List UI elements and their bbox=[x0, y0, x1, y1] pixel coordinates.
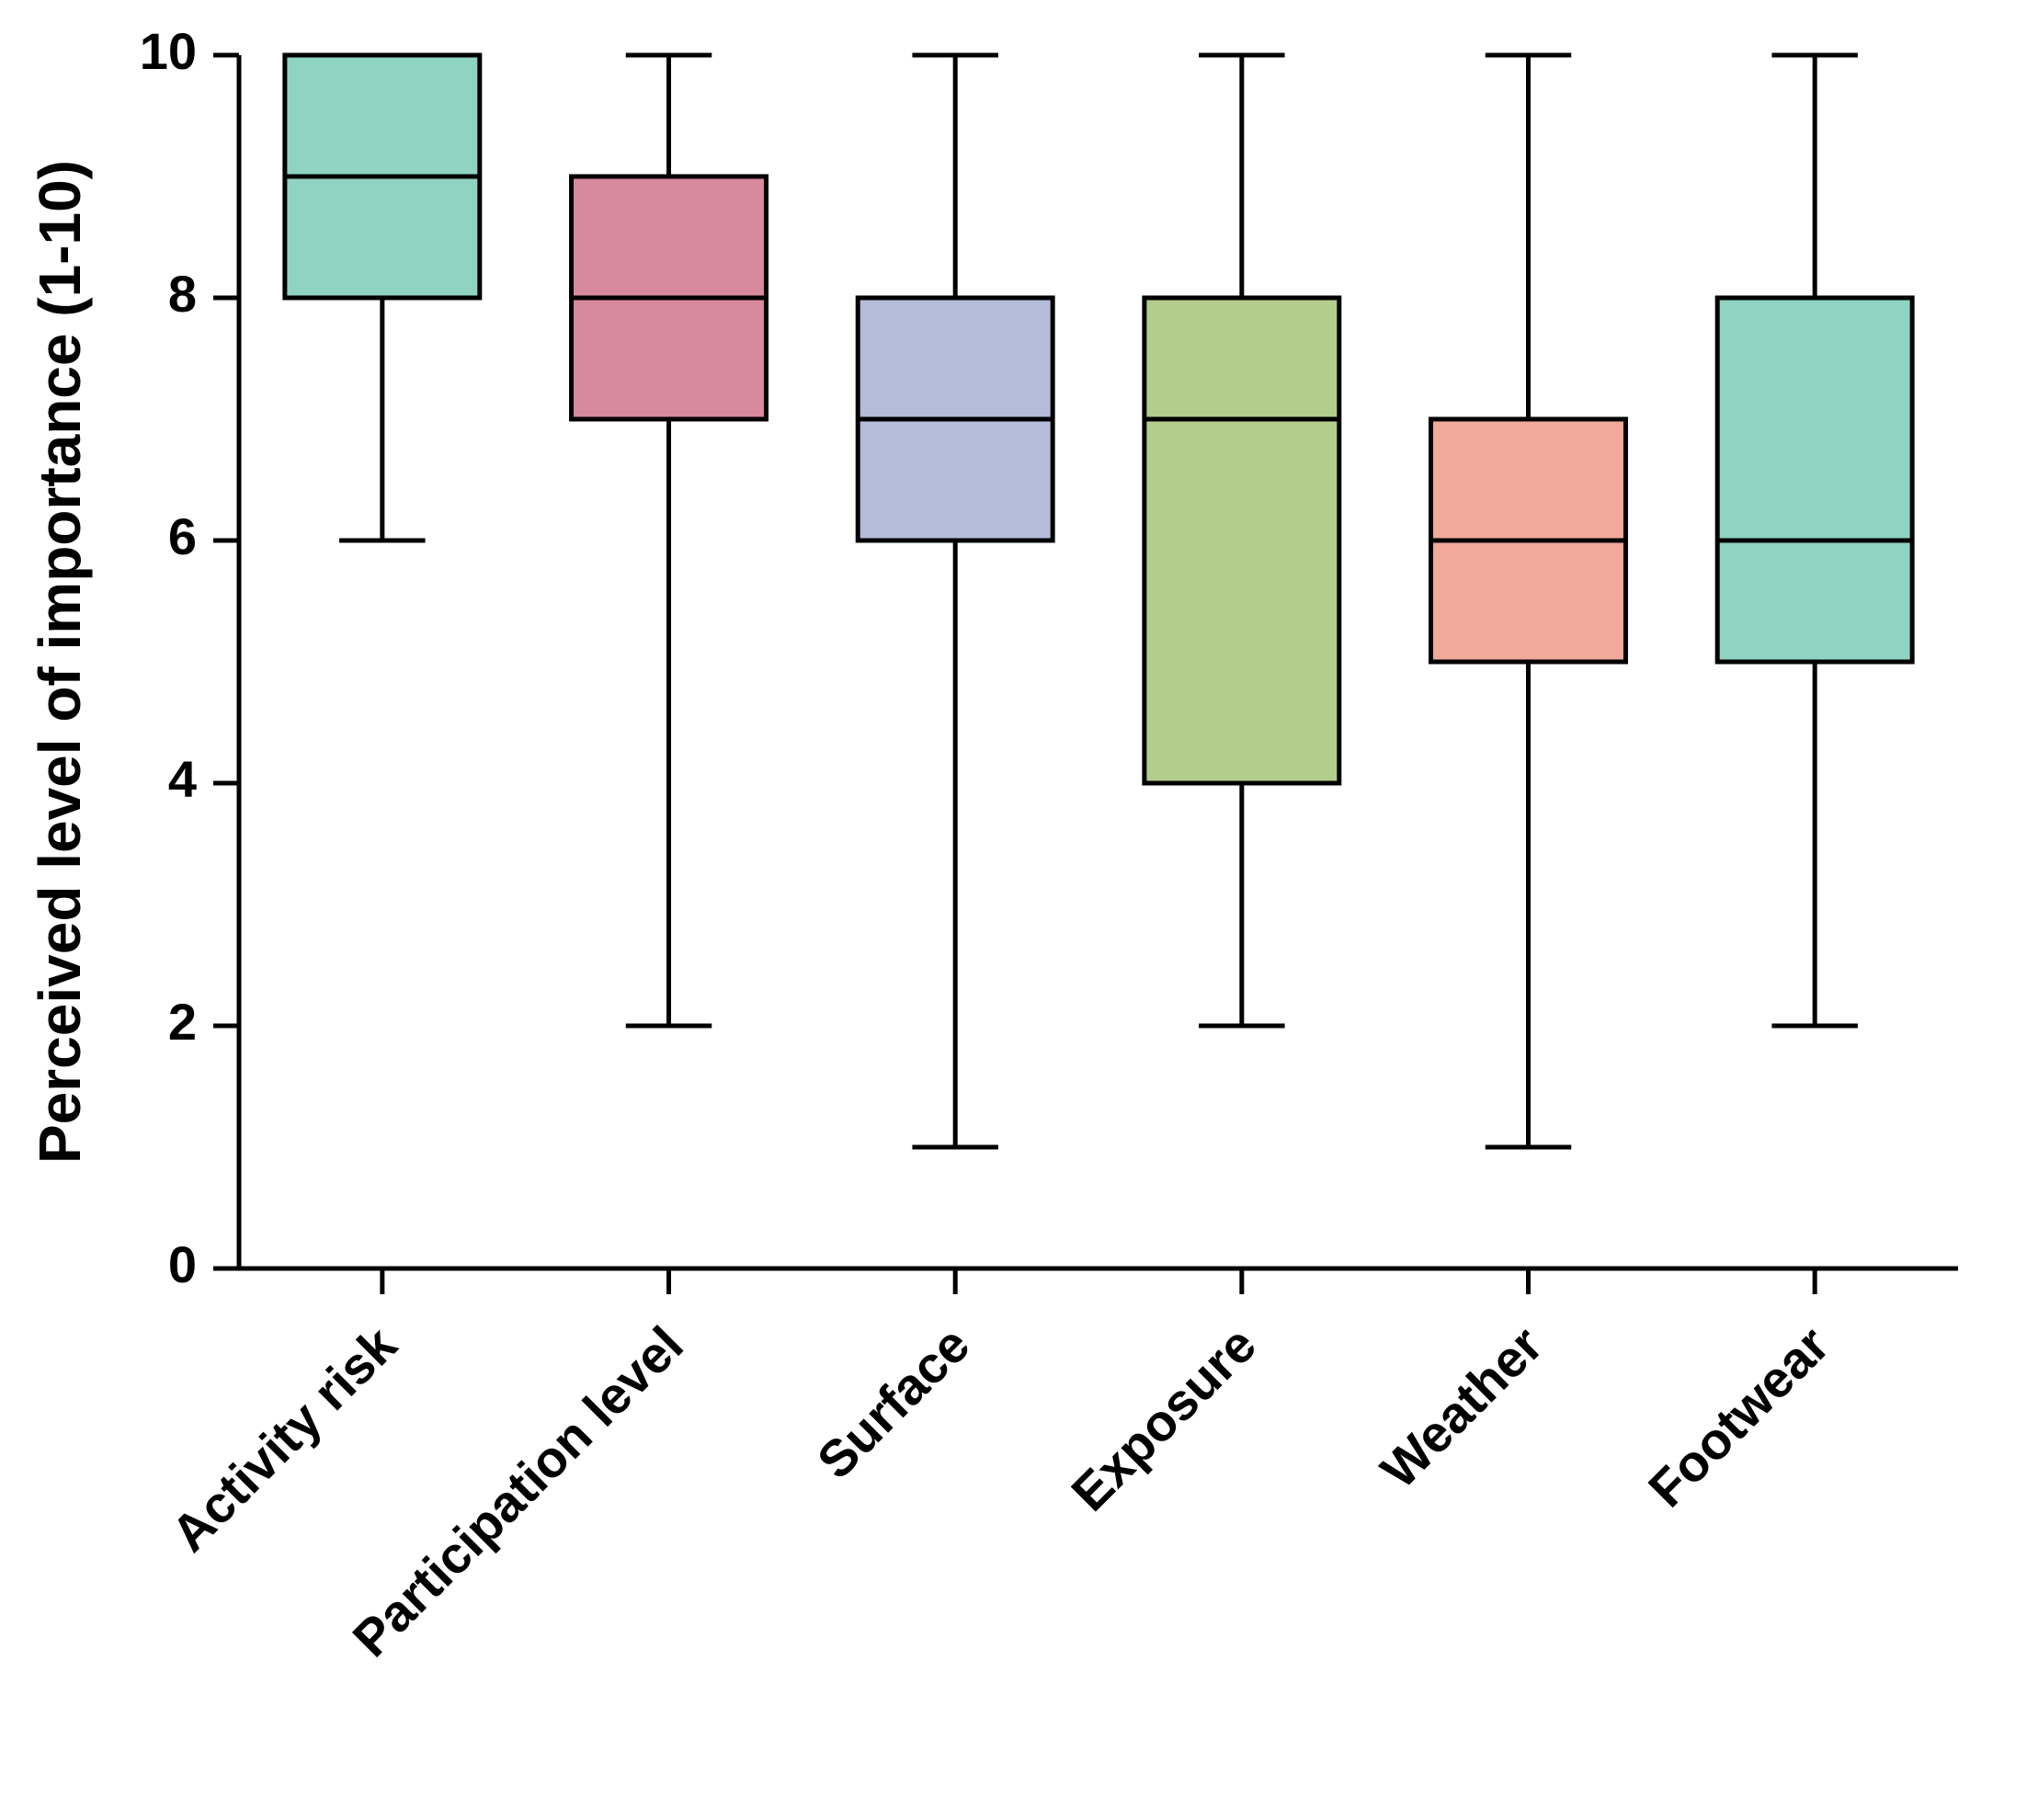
y-tick-label: 6 bbox=[168, 507, 197, 565]
box-rect bbox=[1144, 298, 1339, 783]
y-tick-label: 0 bbox=[168, 1235, 197, 1293]
x-axis-title: External factors bbox=[876, 1811, 1321, 1820]
y-tick-label: 4 bbox=[168, 750, 197, 808]
chart-svg: 0 2 4 6 8 10 Perceived level of importance (1-… bbox=[0, 0, 2027, 1820]
box-rect bbox=[1717, 298, 1912, 662]
boxplot-chart: 0 2 4 6 8 10 Perceived level of importance (1-… bbox=[0, 0, 2027, 1820]
y-tick-label: 2 bbox=[168, 993, 197, 1051]
y-tick-label: 8 bbox=[168, 265, 197, 323]
y-axis-title: Perceived level of importance (1-10) bbox=[27, 160, 93, 1164]
y-tick-label: 10 bbox=[140, 22, 197, 80]
